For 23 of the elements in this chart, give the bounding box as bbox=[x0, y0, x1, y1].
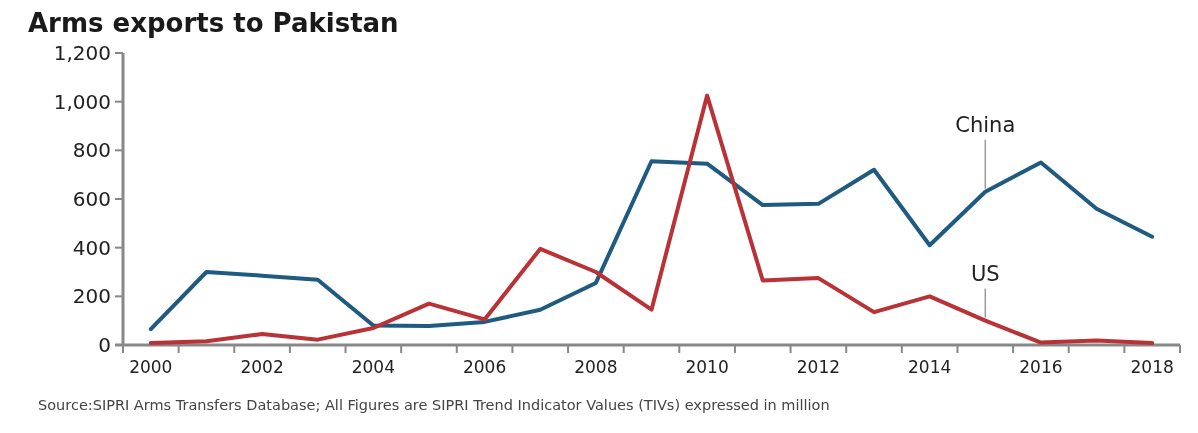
y-tick-label: 1,200 bbox=[53, 41, 111, 65]
x-tick-label: 2010 bbox=[685, 357, 729, 377]
y-tick-label: 600 bbox=[72, 187, 111, 211]
x-tick-label: 2000 bbox=[129, 357, 173, 377]
x-tick-label: 2008 bbox=[574, 357, 618, 377]
x-tick-label: 2018 bbox=[1130, 357, 1174, 377]
series-label: China bbox=[955, 112, 1016, 137]
source-note: Source:SIPRI Arms Transfers Database; All Figures are SIPRI Trend Indicator Values (TIVs) expressed in million bbox=[38, 397, 830, 413]
x-tick-label: 2002 bbox=[240, 357, 284, 377]
x-tick-label: 2014 bbox=[908, 357, 952, 377]
x-tick-label: 2006 bbox=[462, 357, 507, 377]
y-tick-label: 400 bbox=[72, 235, 111, 260]
x-tick-label: 2004 bbox=[351, 357, 395, 377]
y-tick-label: 800 bbox=[72, 138, 111, 163]
chart-title: Arms exports to Pakistan bbox=[28, 8, 399, 38]
y-tick-label: 1,000 bbox=[53, 89, 111, 114]
line-series bbox=[148, 93, 1155, 346]
y-tick-label: 0 bbox=[98, 333, 111, 357]
x-tick-label: 2016 bbox=[1019, 357, 1063, 377]
x-tick-label: 2012 bbox=[796, 357, 841, 377]
y-tick-label: 200 bbox=[72, 284, 111, 309]
line-series bbox=[148, 159, 1155, 332]
series-label: US bbox=[970, 261, 1000, 286]
